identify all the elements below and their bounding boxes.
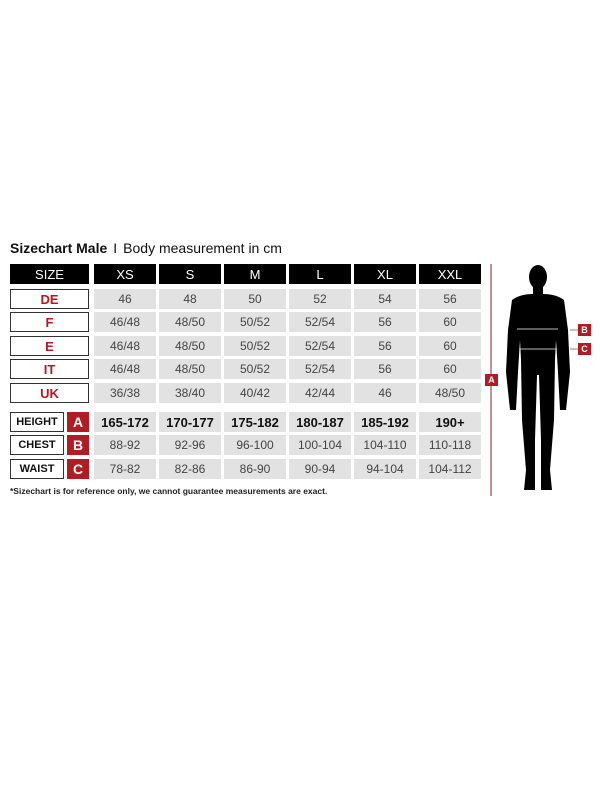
table-cell: 40/42 bbox=[224, 383, 286, 403]
height-marker: A bbox=[485, 374, 498, 386]
table-cell: 165-172 bbox=[94, 412, 156, 432]
table-cell: 60 bbox=[419, 336, 481, 356]
table-cell: 56 bbox=[354, 359, 416, 379]
table-cell: 50/52 bbox=[224, 312, 286, 332]
size-column-header: XXL bbox=[419, 264, 481, 284]
title-subtitle: Body measurement in cm bbox=[123, 240, 282, 256]
table-cell: 52/54 bbox=[289, 359, 351, 379]
table-cell: 38/40 bbox=[159, 383, 221, 403]
measurement-badge: B bbox=[67, 435, 89, 455]
table-cell: 100-104 bbox=[289, 435, 351, 455]
table-cell: 46/48 bbox=[94, 359, 156, 379]
table-cell: 36/38 bbox=[94, 383, 156, 403]
table-cell: 90-94 bbox=[289, 459, 351, 479]
silhouette-icon bbox=[506, 265, 570, 490]
table-cell: 52 bbox=[289, 289, 351, 309]
table-cell: 56 bbox=[354, 336, 416, 356]
table-cell: 56 bbox=[419, 289, 481, 309]
table-cell: 180-187 bbox=[289, 412, 351, 432]
size-column-header: L bbox=[289, 264, 351, 284]
size-column-header: XL bbox=[354, 264, 416, 284]
table-cell: 104-112 bbox=[419, 459, 481, 479]
table-cell: 46 bbox=[354, 383, 416, 403]
country-label: E bbox=[10, 336, 89, 356]
table-cell: 175-182 bbox=[224, 412, 286, 432]
table-cell: 48/50 bbox=[159, 336, 221, 356]
table-cell: 46 bbox=[94, 289, 156, 309]
table-cell: 92-96 bbox=[159, 435, 221, 455]
measurement-badge: C bbox=[67, 459, 89, 479]
page-title: Sizechart Male I Body measurement in cm bbox=[10, 240, 282, 256]
table-cell: 190+ bbox=[419, 412, 481, 432]
table-cell: 82-86 bbox=[159, 459, 221, 479]
table-cell: 170-177 bbox=[159, 412, 221, 432]
table-cell: 52/54 bbox=[289, 312, 351, 332]
table-cell: 50 bbox=[224, 289, 286, 309]
table-cell: 48/50 bbox=[159, 312, 221, 332]
table-cell: 42/44 bbox=[289, 383, 351, 403]
size-column-header: M bbox=[224, 264, 286, 284]
table-cell: 50/52 bbox=[224, 359, 286, 379]
table-cell: 88-92 bbox=[94, 435, 156, 455]
country-label: IT bbox=[10, 359, 89, 379]
table-cell: 48/50 bbox=[419, 383, 481, 403]
table-cell: 104-110 bbox=[354, 435, 416, 455]
table-cell: 185-192 bbox=[354, 412, 416, 432]
measurement-badge: A bbox=[67, 412, 89, 432]
table-cell: 60 bbox=[419, 359, 481, 379]
table-cell: 56 bbox=[354, 312, 416, 332]
table-cell: 54 bbox=[354, 289, 416, 309]
table-cell: 48/50 bbox=[159, 359, 221, 379]
measurement-label: CHEST bbox=[10, 435, 64, 455]
waist-marker: C bbox=[578, 343, 591, 355]
chest-marker: B bbox=[578, 324, 591, 336]
measurement-label: HEIGHT bbox=[10, 412, 64, 432]
measurement-label: WAIST bbox=[10, 459, 64, 479]
table-cell: 46/48 bbox=[94, 312, 156, 332]
table-cell: 110-118 bbox=[419, 435, 481, 455]
table-cell: 78-82 bbox=[94, 459, 156, 479]
table-cell: 48 bbox=[159, 289, 221, 309]
size-column-header: S bbox=[159, 264, 221, 284]
table-cell: 94-104 bbox=[354, 459, 416, 479]
size-header: SIZE bbox=[10, 264, 89, 284]
table-cell: 50/52 bbox=[224, 336, 286, 356]
country-label: DE bbox=[10, 289, 89, 309]
title-bold: Sizechart Male bbox=[10, 240, 108, 256]
footnote: *Sizechart is for reference only, we can… bbox=[10, 486, 328, 496]
title-separator: I bbox=[113, 240, 118, 256]
table-cell: 96-100 bbox=[224, 435, 286, 455]
table-cell: 52/54 bbox=[289, 336, 351, 356]
table-cell: 46/48 bbox=[94, 336, 156, 356]
country-label: F bbox=[10, 312, 89, 332]
size-column-header: XS bbox=[94, 264, 156, 284]
table-cell: 86-90 bbox=[224, 459, 286, 479]
country-label: UK bbox=[10, 383, 89, 403]
table-cell: 60 bbox=[419, 312, 481, 332]
